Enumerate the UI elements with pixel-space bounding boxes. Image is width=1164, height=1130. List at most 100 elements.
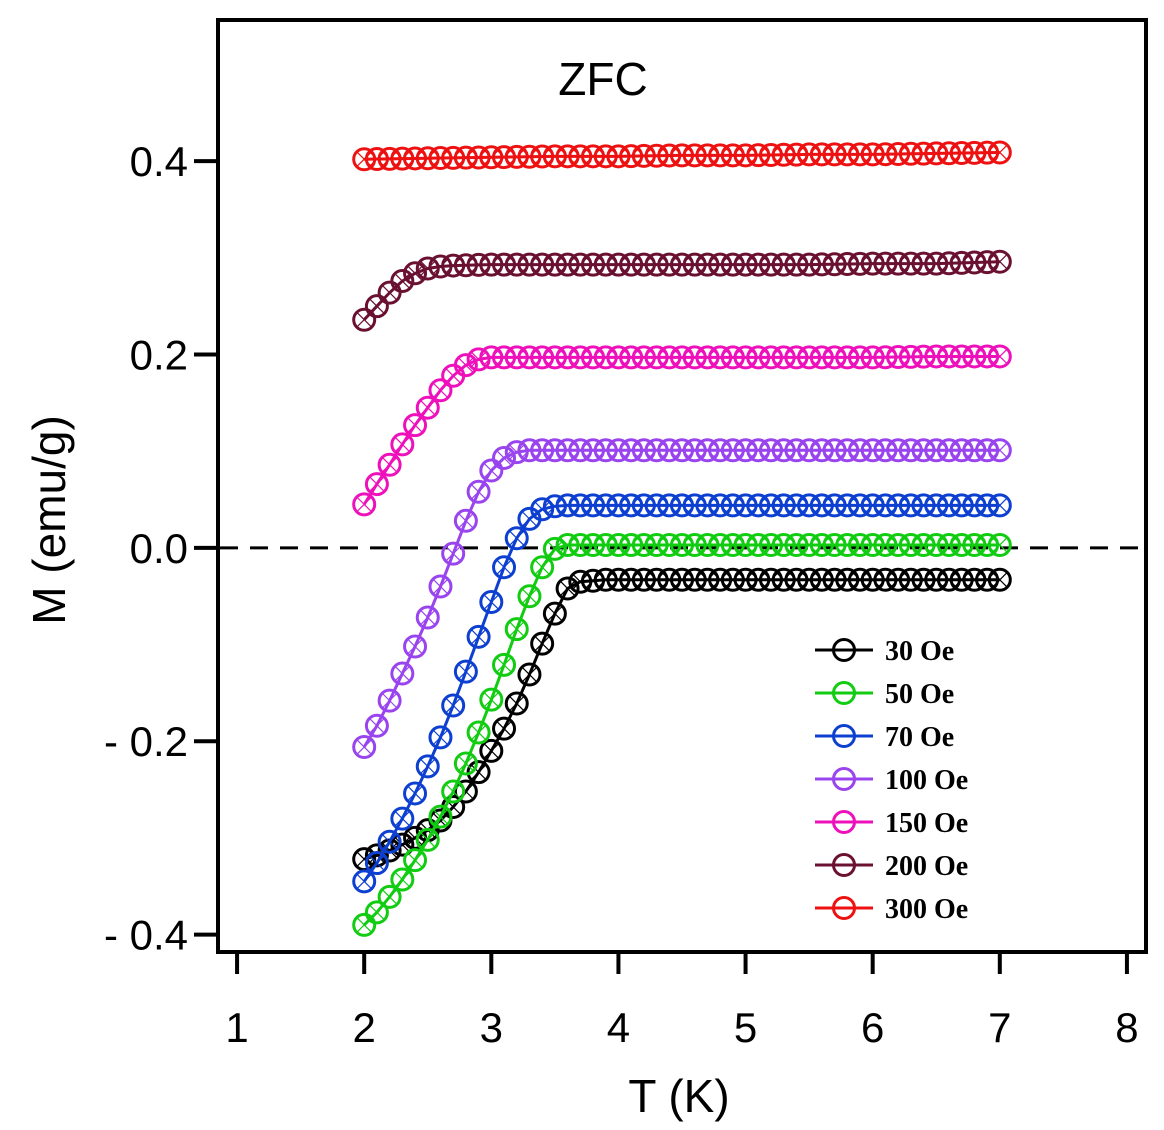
data-point: [987, 140, 1012, 165]
data-point: [847, 251, 872, 276]
data-point: [593, 567, 618, 592]
y-tick-label: 0.4: [130, 138, 188, 185]
data-point: [847, 438, 872, 463]
data-point: [619, 252, 644, 277]
data-point: [987, 532, 1012, 557]
data-point-cross: [407, 786, 423, 801]
data-point: [873, 345, 898, 370]
data-point: [758, 142, 783, 167]
data-point: [504, 617, 529, 642]
data-point: [911, 438, 936, 463]
data-point: [403, 634, 428, 659]
data-point: [835, 142, 860, 167]
data-point: [835, 532, 860, 557]
legend-label: 100 Oe: [885, 765, 968, 796]
data-point: [797, 252, 822, 277]
data-point-cross: [992, 537, 1008, 553]
data-point-cross: [420, 610, 436, 625]
data-point: [682, 252, 707, 277]
data-point: [644, 438, 669, 463]
data-point: [975, 567, 1000, 592]
data-point: [873, 567, 898, 592]
data-point-cross: [356, 496, 372, 512]
data-point: [835, 438, 860, 463]
data-point: [975, 493, 1000, 518]
data-point-cross: [992, 254, 1008, 270]
data-point: [860, 532, 885, 557]
data-point: [898, 493, 923, 518]
data-point: [453, 353, 478, 378]
data-point: [441, 145, 466, 170]
data-point: [708, 493, 733, 518]
data-point: [860, 567, 885, 592]
data-point: [746, 345, 771, 370]
data-point-cross: [992, 442, 1008, 458]
data-point: [949, 567, 974, 592]
data-point-cross: [394, 437, 410, 452]
data-point: [975, 140, 1000, 165]
data-point: [542, 345, 567, 370]
data-point: [936, 141, 961, 166]
data-point: [542, 438, 567, 463]
data-point: [606, 567, 631, 592]
series-30-oe: [352, 567, 1012, 872]
data-point: [886, 567, 911, 592]
plot-area: [216, 18, 1148, 954]
series-300-oe: [352, 140, 1012, 172]
data-point: [682, 143, 707, 168]
data-point: [733, 532, 758, 557]
data-point-cross: [433, 729, 448, 745]
data-point: [860, 345, 885, 370]
data-point: [695, 252, 720, 277]
data-point: [504, 144, 529, 169]
series-150-oe: [352, 344, 1012, 517]
data-point: [886, 438, 911, 463]
data-point: [708, 567, 733, 592]
series-200-oe: [352, 249, 1012, 332]
series-70-oe: [352, 493, 1012, 894]
data-point: [479, 345, 504, 370]
data-point: [568, 532, 593, 557]
data-point: [492, 252, 517, 277]
data-point: [619, 532, 644, 557]
data-point: [809, 438, 834, 463]
data-point: [504, 526, 529, 551]
data-point: [784, 567, 809, 592]
data-point: [758, 345, 783, 370]
data-point: [492, 145, 517, 170]
data-point: [975, 438, 1000, 463]
data-point-cross: [471, 351, 487, 367]
data-point: [758, 438, 783, 463]
data-point: [797, 142, 822, 167]
data-point: [644, 345, 669, 370]
data-point: [733, 345, 758, 370]
data-point: [695, 532, 720, 557]
data-point: [784, 142, 809, 167]
data-point: [390, 432, 415, 457]
data-point: [835, 567, 860, 592]
data-point-cross: [407, 417, 423, 433]
data-point-cross: [433, 809, 448, 825]
data-point: [403, 413, 428, 438]
data-point-cross: [496, 721, 512, 737]
x-tick-label: 5: [734, 1004, 757, 1051]
data-point-cross: [382, 457, 398, 473]
data-point: [708, 438, 733, 463]
data-point: [924, 493, 949, 518]
data-point-cross: [458, 756, 474, 771]
data-point: [555, 576, 580, 601]
data-point: [682, 345, 707, 370]
data-point: [682, 532, 707, 557]
data-point: [733, 252, 758, 277]
data-point: [441, 541, 466, 566]
data-point-cross: [445, 698, 461, 713]
data-point-cross: [369, 718, 385, 734]
data-point: [504, 345, 529, 370]
data-point: [492, 345, 517, 370]
data-point: [415, 754, 440, 779]
data-point: [695, 438, 720, 463]
data-point-cross: [471, 725, 487, 740]
data-point: [886, 493, 911, 518]
data-point: [492, 652, 517, 677]
data-point-cross: [382, 834, 398, 850]
